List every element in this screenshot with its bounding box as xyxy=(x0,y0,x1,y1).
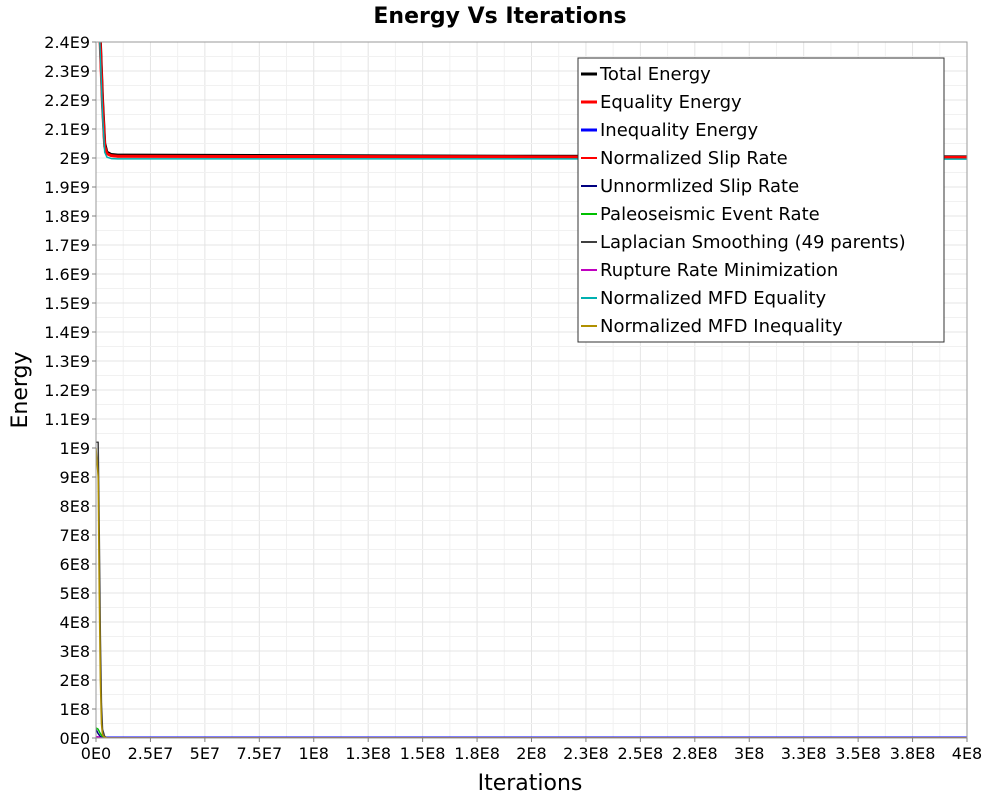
y-tick-label: 1.1E9 xyxy=(44,410,90,429)
y-tick-label: 8E8 xyxy=(60,497,90,516)
y-tick-label: 1.7E9 xyxy=(44,236,90,255)
y-tick-label: 6E8 xyxy=(60,555,90,574)
x-tick-label: 2.8E8 xyxy=(672,744,718,763)
legend-label-4: Unnormlized Slip Rate xyxy=(600,176,799,197)
x-tick-label: 1.3E8 xyxy=(345,744,391,763)
y-tick-label: 1.4E9 xyxy=(44,323,90,342)
y-tick-label: 2E8 xyxy=(60,671,90,690)
legend-label-8: Normalized MFD Equality xyxy=(600,288,827,309)
x-tick-label: 2.3E8 xyxy=(563,744,609,763)
legend-label-0: Total Energy xyxy=(599,64,711,85)
x-tick-label: 3.8E8 xyxy=(890,744,936,763)
legend-label-2: Inequality Energy xyxy=(600,120,758,141)
x-tick-label: 1.5E8 xyxy=(400,744,446,763)
y-tick-label: 2.3E9 xyxy=(44,62,90,81)
y-tick-label: 2.1E9 xyxy=(44,120,90,139)
x-tick-label: 3E8 xyxy=(734,744,764,763)
x-tick-label: 2.5E8 xyxy=(618,744,664,763)
y-tick-label: 1.8E9 xyxy=(44,207,90,226)
x-tick-label: 1.8E8 xyxy=(454,744,500,763)
y-tick-label: 5E8 xyxy=(60,584,90,603)
y-tick-label: 2.4E9 xyxy=(44,33,90,52)
y-tick-label: 1.2E9 xyxy=(44,381,90,400)
x-tick-label: 5E7 xyxy=(190,744,220,763)
x-tick-label: 2E8 xyxy=(516,744,546,763)
y-tick-label: 4E8 xyxy=(60,613,90,632)
y-tick-label: 1.6E9 xyxy=(44,265,90,284)
x-tick-label: 3.3E8 xyxy=(781,744,827,763)
x-tick-label: 1E8 xyxy=(299,744,329,763)
x-tick-label: 3.5E8 xyxy=(835,744,881,763)
legend-label-3: Normalized Slip Rate xyxy=(600,148,788,169)
y-tick-label: 2.2E9 xyxy=(44,91,90,110)
x-tick-label: 4E8 xyxy=(952,744,982,763)
y-tick-label: 3E8 xyxy=(60,642,90,661)
y-tick-label: 2E9 xyxy=(60,149,90,168)
y-tick-label: 1E8 xyxy=(60,700,90,719)
legend: Total Energy Equality Energy Inequality En… xyxy=(578,58,944,342)
y-tick-label: 1.9E9 xyxy=(44,178,90,197)
legend-label-7: Rupture Rate Minimization xyxy=(600,260,838,281)
y-tick-label: 9E8 xyxy=(60,468,90,487)
x-tick-label: 2.5E7 xyxy=(128,744,174,763)
y-tick-label: 1E9 xyxy=(60,439,90,458)
y-tick-label: 7E8 xyxy=(60,526,90,545)
x-axis-label: Iterations xyxy=(478,771,583,796)
y-tick-label: 1.5E9 xyxy=(44,294,90,313)
y-tick-label: 1.3E9 xyxy=(44,352,90,371)
y-axis-label: Energy xyxy=(8,351,33,428)
legend-label-5: Paleoseismic Event Rate xyxy=(600,204,820,225)
legend-label-1: Equality Energy xyxy=(600,92,742,113)
legend-label-6: Laplacian Smoothing (49 parents) xyxy=(600,232,906,253)
x-tick-label: 7.5E7 xyxy=(236,744,282,763)
legend-label-9: Normalized MFD Inequality xyxy=(600,316,843,337)
chart-title: Energy Vs Iterations xyxy=(373,4,626,29)
y-tick-label: 0E0 xyxy=(60,729,90,748)
